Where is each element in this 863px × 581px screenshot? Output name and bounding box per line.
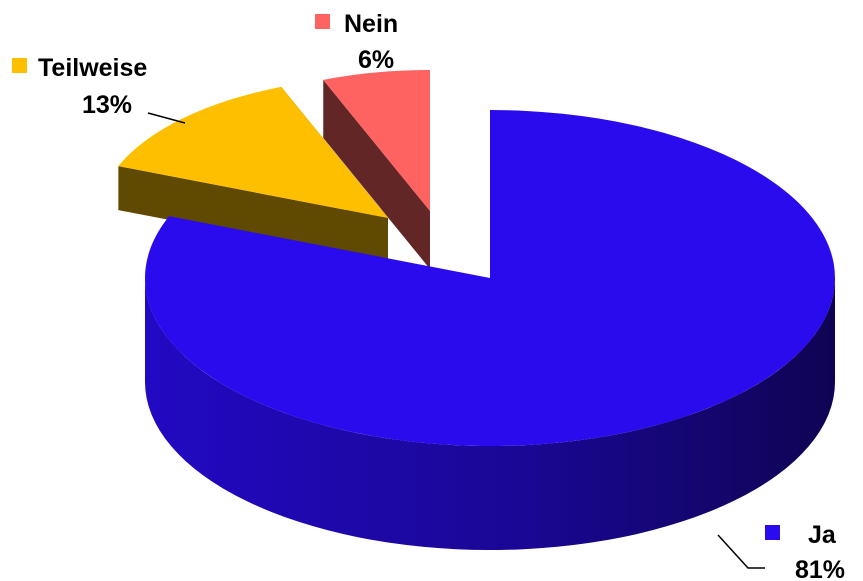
leader-line-teilweise: [147, 112, 186, 124]
value-label-ja: 81%: [795, 556, 845, 581]
legend-swatch-nein: [315, 14, 330, 29]
label-group-teilweise: Teilweise 13%: [12, 54, 147, 119]
legend-swatch-teilweise: [12, 58, 27, 73]
slice-teilweise: [118, 86, 389, 218]
value-label-teilweise: 13%: [82, 91, 132, 119]
slice-curve-ja: [145, 278, 835, 550]
category-label-ja: Ja: [808, 521, 837, 549]
value-label-nein: 6%: [358, 46, 394, 74]
category-label-teilweise: Teilweise: [38, 54, 147, 82]
slice-side-nein: [323, 79, 430, 269]
pie-slices: [118, 70, 836, 550]
label-group-ja: Ja 81%: [765, 521, 845, 581]
leader-line-ja: [717, 534, 765, 569]
slice-nein: [323, 70, 430, 211]
slice-ja: [145, 110, 836, 447]
slice-side2-teilweise: [118, 166, 389, 262]
category-label-nein: Nein: [344, 10, 398, 38]
label-group-nein: Nein 6%: [315, 10, 398, 74]
legend-swatch-ja: [765, 525, 780, 540]
